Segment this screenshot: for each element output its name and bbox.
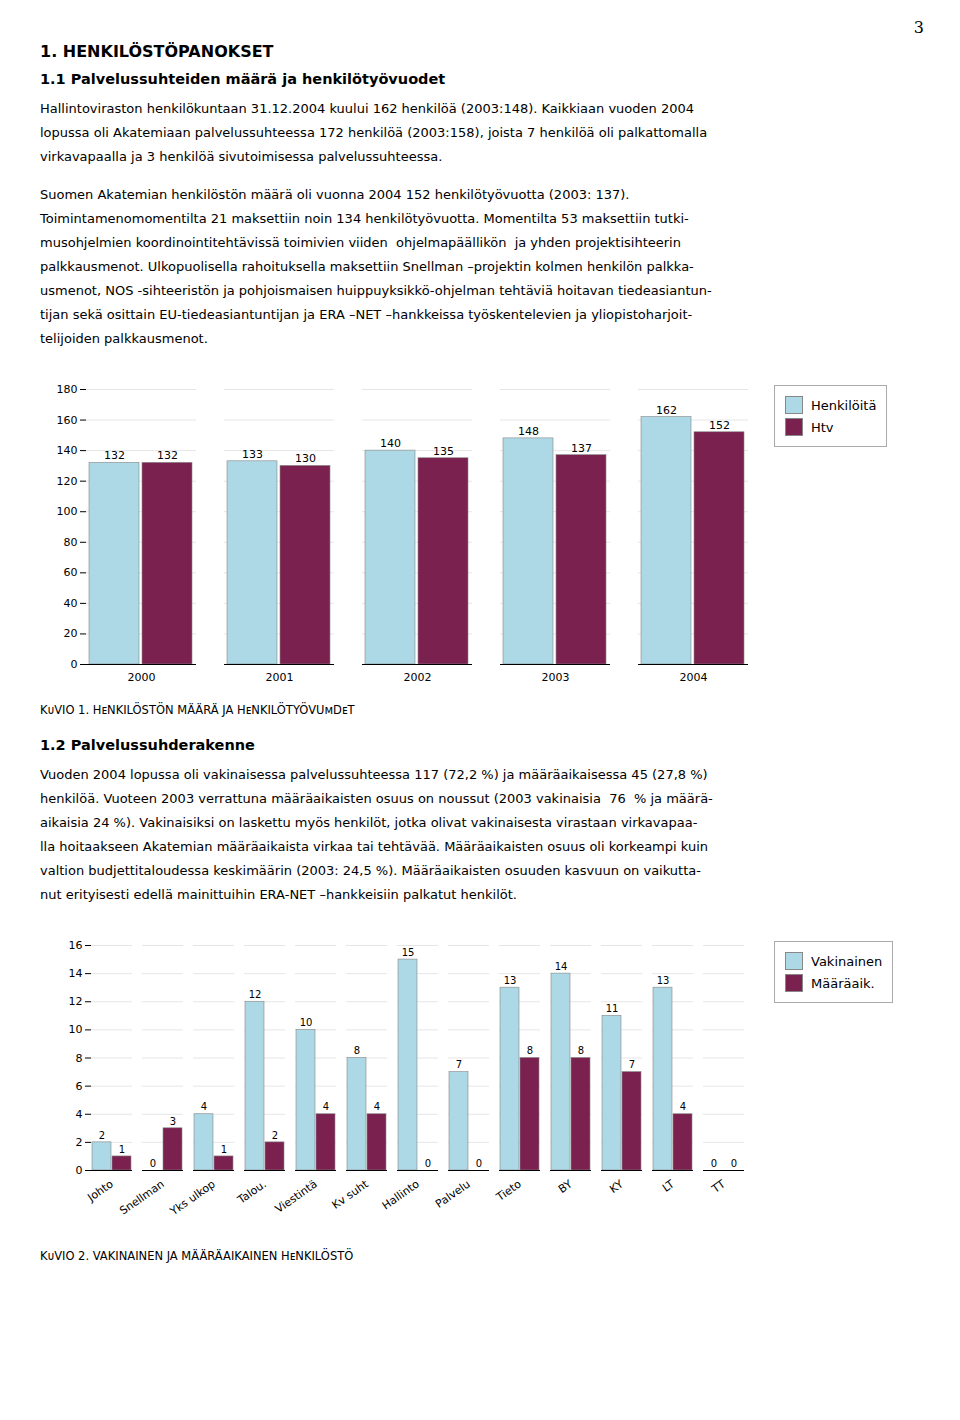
svg-text:0: 0 <box>425 1158 431 1169</box>
svg-text:13: 13 <box>504 975 517 986</box>
svg-text:1: 1 <box>221 1144 227 1155</box>
svg-text:7: 7 <box>629 1059 635 1070</box>
svg-text:140: 140 <box>380 437 401 450</box>
svg-text:Tieto: Tieto <box>493 1177 524 1204</box>
svg-text:137: 137 <box>571 442 592 455</box>
svg-text:2: 2 <box>76 1136 83 1149</box>
svg-text:0: 0 <box>76 1164 83 1177</box>
svg-text:Hallinto: Hallinto <box>380 1177 422 1212</box>
svg-text:12: 12 <box>249 989 262 1000</box>
svg-text:4: 4 <box>680 1101 686 1112</box>
svg-text:7: 7 <box>456 1059 462 1070</box>
html-text:valtion budjettitaloudessa kes: valtion budjettitaloudessa keskimäärin (… <box>40 863 701 878</box>
svg-text:8: 8 <box>527 1045 533 1056</box>
svg-text:6: 6 <box>76 1080 83 1093</box>
svg-text:14: 14 <box>69 967 83 980</box>
svg-text:2003: 2003 <box>542 671 570 684</box>
html-text:KᴜVIO 2. VAKINAINEN JA MÄÄRÄAI: KᴜVIO 2. VAKINAINEN JA MÄÄRÄAIKAINEN HᴇN… <box>40 1249 354 1263</box>
svg-text:152: 152 <box>709 419 730 432</box>
svg-text:132: 132 <box>104 449 125 462</box>
svg-text:12: 12 <box>69 995 83 1008</box>
html-text:telijoiden palkkausmenot.: telijoiden palkkausmenot. <box>40 331 208 346</box>
svg-text:0: 0 <box>476 1158 482 1169</box>
svg-text:40: 40 <box>64 597 78 610</box>
svg-text:0: 0 <box>71 658 78 671</box>
svg-text:4: 4 <box>201 1101 207 1112</box>
html-text:tijan sekä osittain EU-tiedeas: tijan sekä osittain EU-tiedeasiantuntija… <box>40 307 693 322</box>
html-text:aikaisia 24 %). Vakinaisiksi o: aikaisia 24 %). Vakinaisiksi on laskettu… <box>40 815 698 830</box>
html-text:3: 3 <box>913 18 924 37</box>
svg-text:100: 100 <box>57 505 78 518</box>
svg-text:2000: 2000 <box>128 671 156 684</box>
svg-text:4: 4 <box>323 1101 329 1112</box>
html-text:Vuoden 2004 lopussa oli vakina: Vuoden 2004 lopussa oli vakinaisessa pal… <box>40 767 708 782</box>
svg-text:130: 130 <box>295 452 316 465</box>
svg-text:2001: 2001 <box>266 671 294 684</box>
svg-text:Viestintä: Viestintä <box>273 1177 320 1215</box>
svg-text:2: 2 <box>99 1130 105 1141</box>
svg-text:8: 8 <box>354 1045 360 1056</box>
svg-text:BY: BY <box>556 1177 575 1196</box>
svg-text:0: 0 <box>731 1158 737 1169</box>
svg-text:162: 162 <box>656 404 677 417</box>
svg-text:1: 1 <box>119 1144 125 1155</box>
svg-text:13: 13 <box>657 975 670 986</box>
svg-text:11: 11 <box>606 1003 619 1014</box>
html-text:lopussa oli Akatemiaan palvelu: lopussa oli Akatemiaan palvelussuhteessa… <box>40 125 708 140</box>
html-text:Henkilöitä: Henkilöitä <box>811 397 877 413</box>
svg-text:4: 4 <box>76 1108 83 1121</box>
svg-text:Yks ulkop: Yks ulkop <box>167 1177 218 1218</box>
html-text:virkavapaalla ja 3 henkilöä si: virkavapaalla ja 3 henkilöä sivutoimises… <box>40 149 443 164</box>
svg-text:3: 3 <box>170 1116 176 1127</box>
html-text:1.1 Palvelussuhteiden määrä ja: 1.1 Palvelussuhteiden määrä ja henkilöty… <box>40 71 446 87</box>
svg-text:2: 2 <box>272 1130 278 1141</box>
svg-text:4: 4 <box>374 1101 380 1112</box>
html-text:Määräaik.: Määräaik. <box>811 975 875 991</box>
svg-text:135: 135 <box>433 445 454 458</box>
svg-text:15: 15 <box>402 947 415 958</box>
svg-text:160: 160 <box>57 414 78 427</box>
html-text:Vakinainen: Vakinainen <box>811 953 883 969</box>
svg-text:0: 0 <box>711 1158 717 1169</box>
html-text:Toimintamenomomentilta 21 maks: Toimintamenomomentilta 21 maksettiin noi… <box>40 211 689 226</box>
svg-text:2002: 2002 <box>404 671 432 684</box>
svg-text:Johto: Johto <box>85 1177 116 1204</box>
html-text:nut erityisesti edellä mainitt: nut erityisesti edellä mainittuihin ERA-… <box>40 887 517 902</box>
html-text:KᴜVIO 1. HᴇNKILÖSTÖN MÄÄRÄ JA: KᴜVIO 1. HᴇNKILÖSTÖN MÄÄRÄ JA HᴇNKILÖTYÖ… <box>40 703 355 717</box>
html-text:palkkausmenot. Ulkopuolisella: palkkausmenot. Ulkopuolisella rahoitukse… <box>40 259 694 274</box>
svg-text:14: 14 <box>555 961 568 972</box>
html-text:1.2 Palvelussuhderakenne: 1.2 Palvelussuhderakenne <box>40 737 255 753</box>
svg-text:Kv suht: Kv suht <box>330 1177 372 1212</box>
svg-text:148: 148 <box>518 425 539 438</box>
html-text:1. HENKILÖSTÖPANOKSET: 1. HENKILÖSTÖPANOKSET <box>40 42 274 61</box>
svg-text:0: 0 <box>150 1158 156 1169</box>
svg-text:20: 20 <box>64 627 78 640</box>
svg-text:LT: LT <box>660 1177 677 1194</box>
svg-text:80: 80 <box>64 536 78 549</box>
svg-text:Palvelu: Palvelu <box>433 1177 473 1210</box>
svg-text:2004: 2004 <box>680 671 708 684</box>
svg-text:TT: TT <box>709 1177 728 1196</box>
svg-text:Snellman: Snellman <box>117 1177 166 1217</box>
svg-text:KY: KY <box>607 1177 626 1196</box>
svg-text:8: 8 <box>578 1045 584 1056</box>
html-text:usmenot, NOS -sihteeristön ja: usmenot, NOS -sihteeristön ja pohjoismai… <box>40 283 712 298</box>
svg-text:120: 120 <box>57 475 78 488</box>
svg-text:Talou.: Talou. <box>234 1177 268 1207</box>
svg-text:8: 8 <box>76 1052 83 1065</box>
html-text:musohjelmien koordinointitehtä: musohjelmien koordinointitehtävissä toim… <box>40 235 681 250</box>
svg-text:180: 180 <box>57 383 78 396</box>
svg-text:10: 10 <box>300 1017 313 1028</box>
svg-text:16: 16 <box>69 939 83 952</box>
html-text:Hallintoviraston henkilökuntaa: Hallintoviraston henkilökuntaan 31.12.20… <box>40 101 694 116</box>
html-text:henkilöä. Vuoteen 2003 verratt: henkilöä. Vuoteen 2003 verrattuna määräa… <box>40 791 713 806</box>
svg-text:133: 133 <box>242 448 263 461</box>
html-text:Suomen Akatemian henkilöstön m: Suomen Akatemian henkilöstön määrä oli v… <box>40 187 630 202</box>
svg-text:10: 10 <box>69 1023 83 1036</box>
svg-text:60: 60 <box>64 566 78 579</box>
svg-text:140: 140 <box>57 444 78 457</box>
html-text:Htv: Htv <box>811 419 834 435</box>
html-text:lla hoitaakseen Akatemian määr: lla hoitaakseen Akatemian määräaikaista … <box>40 839 708 854</box>
svg-text:132: 132 <box>157 449 178 462</box>
